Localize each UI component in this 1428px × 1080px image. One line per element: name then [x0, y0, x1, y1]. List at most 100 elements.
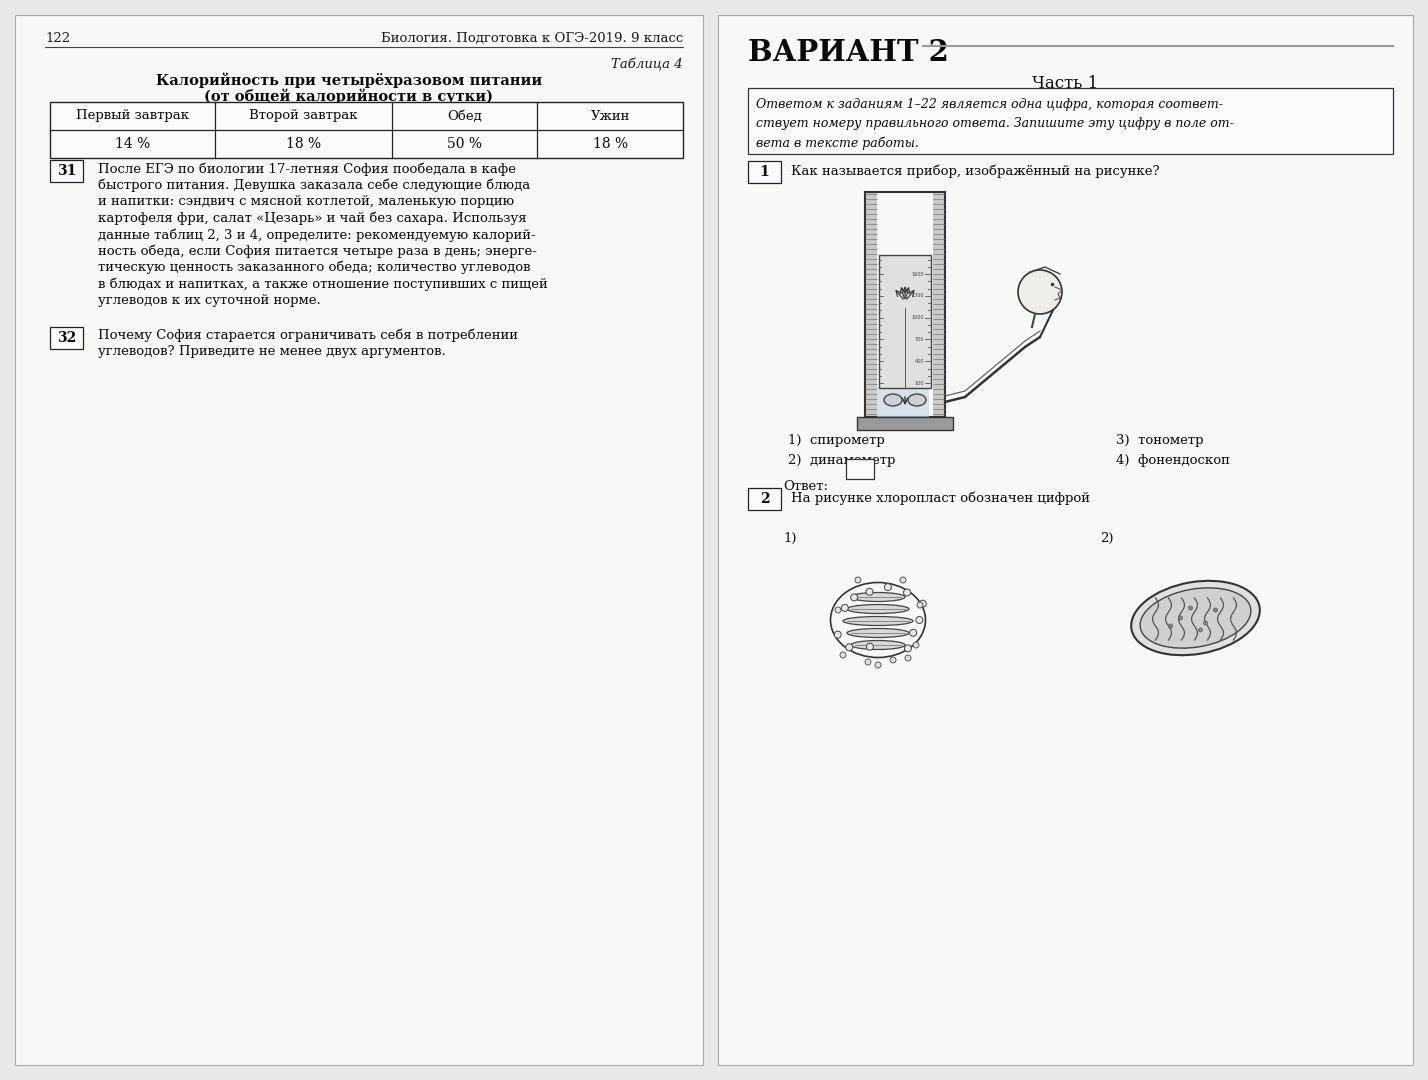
Text: и напитки: сэндвич с мясной котлетой, маленькую порцию: и напитки: сэндвич с мясной котлетой, ма…	[99, 195, 514, 208]
Text: На рисунке хлоропласт обозначен цифрой: На рисунке хлоропласт обозначен цифрой	[791, 491, 1090, 504]
Text: ствует номеру правильного ответа. Запишите эту цифру в поле от-: ствует номеру правильного ответа. Запиши…	[755, 117, 1234, 130]
Circle shape	[915, 617, 922, 623]
Text: Ответ:: Ответ:	[783, 480, 828, 492]
Ellipse shape	[847, 629, 910, 637]
Bar	[748, 161, 781, 183]
Text: 400: 400	[914, 359, 924, 364]
Text: 3)  тонометр: 3) тонометр	[1115, 434, 1202, 447]
Circle shape	[884, 583, 891, 591]
Text: Обед: Обед	[447, 109, 483, 122]
Text: углеводов к их суточной норме.: углеводов к их суточной норме.	[99, 294, 321, 307]
Text: углеводов? Приведите не менее двух аргументов.: углеводов? Приведите не менее двух аргум…	[99, 345, 446, 357]
Text: ность обеда, если София питается четыре раза в день; энерге-: ность обеда, если София питается четыре …	[99, 244, 537, 258]
Circle shape	[904, 645, 911, 652]
Circle shape	[890, 657, 895, 663]
Ellipse shape	[851, 640, 905, 649]
Bar	[857, 417, 952, 430]
Ellipse shape	[884, 394, 902, 406]
Circle shape	[905, 654, 911, 661]
Circle shape	[1204, 621, 1208, 625]
Ellipse shape	[908, 394, 925, 406]
Text: Ужин: Ужин	[591, 109, 630, 122]
Circle shape	[917, 602, 922, 608]
Circle shape	[904, 589, 911, 596]
Bar	[932, 192, 945, 417]
Text: в блюдах и напитках, а также отношение поступивших с пищей: в блюдах и напитках, а также отношение п…	[99, 278, 548, 291]
Text: 14 %: 14 %	[114, 137, 150, 151]
Ellipse shape	[1131, 581, 1259, 656]
Text: 2)  динамометр: 2) динамометр	[788, 454, 895, 467]
Text: 31: 31	[57, 164, 76, 178]
Circle shape	[1188, 606, 1192, 610]
Circle shape	[865, 659, 871, 665]
Circle shape	[865, 589, 873, 595]
Text: (от общей калорийности в сутки): (от общей калорийности в сутки)	[204, 87, 494, 104]
Circle shape	[841, 605, 848, 611]
Ellipse shape	[851, 593, 905, 602]
Text: 4)  фонендоскоп: 4) фонендоскоп	[1115, 454, 1230, 467]
Circle shape	[1168, 624, 1172, 627]
Circle shape	[910, 630, 917, 636]
Bar	[718, 15, 1412, 1065]
Text: 1)  спирометр: 1) спирометр	[788, 434, 885, 447]
Circle shape	[1214, 608, 1218, 612]
Bar	[748, 488, 781, 510]
Text: ВАРИАНТ 2: ВАРИАНТ 2	[748, 38, 948, 67]
Text: Калорийность при четырёхразовом питании: Калорийность при четырёхразовом питании	[156, 72, 543, 87]
Bar	[880, 255, 931, 388]
Bar	[865, 192, 877, 417]
Bar	[877, 387, 930, 417]
Text: 100: 100	[914, 380, 924, 386]
Circle shape	[1018, 270, 1062, 314]
Text: 1300: 1300	[911, 294, 924, 298]
Circle shape	[845, 644, 853, 651]
Circle shape	[900, 577, 905, 583]
Text: Почему София старается ограничивать себя в потреблении: Почему София старается ограничивать себя…	[99, 328, 518, 342]
Text: Второй завтрак: Второй завтрак	[248, 109, 357, 122]
Circle shape	[1178, 616, 1182, 620]
Text: 2): 2)	[1101, 532, 1114, 545]
Ellipse shape	[847, 605, 910, 613]
Text: Как называется прибор, изображённый на рисунке?: Как называется прибор, изображённый на р…	[791, 164, 1160, 178]
Circle shape	[912, 642, 920, 648]
Ellipse shape	[1140, 588, 1251, 648]
Circle shape	[851, 594, 858, 600]
Text: Ответом к заданиям 1–22 является одна цифра, которая соответ-: Ответом к заданиям 1–22 является одна ци…	[755, 98, 1222, 111]
Text: Первый завтрак: Первый завтрак	[76, 109, 188, 122]
Text: вета в тексте работы.: вета в тексте работы.	[755, 136, 918, 149]
Text: 122: 122	[46, 32, 70, 45]
Text: 1: 1	[760, 165, 770, 179]
Bar	[845, 459, 874, 480]
Circle shape	[1198, 627, 1202, 632]
Bar	[50, 326, 83, 349]
Text: 1000: 1000	[911, 315, 924, 320]
Text: 700: 700	[914, 337, 924, 342]
Text: После ЕГЭ по биологии 17-летняя София пообедала в кафе: После ЕГЭ по биологии 17-летняя София по…	[99, 162, 516, 175]
Circle shape	[875, 662, 881, 669]
Circle shape	[920, 600, 927, 607]
Text: Часть 1: Часть 1	[1032, 75, 1098, 92]
Text: 18 %: 18 %	[286, 137, 321, 151]
Text: Таблица 4: Таблица 4	[611, 58, 683, 71]
Circle shape	[834, 631, 841, 638]
Text: быстрого питания. Девушка заказала себе следующие блюда: быстрого питания. Девушка заказала себе …	[99, 178, 530, 192]
Text: 18 %: 18 %	[593, 137, 628, 151]
Ellipse shape	[843, 617, 912, 625]
Text: 1600: 1600	[911, 272, 924, 276]
Circle shape	[835, 607, 841, 613]
Text: 1): 1)	[783, 532, 797, 545]
Text: 32: 32	[57, 330, 76, 345]
Bar	[748, 87, 1392, 154]
Bar	[50, 160, 83, 183]
Text: 2: 2	[760, 492, 770, 507]
Circle shape	[840, 652, 845, 658]
Text: картофеля фри, салат «Цезарь» и чай без сахара. Используя: картофеля фри, салат «Цезарь» и чай без …	[99, 212, 527, 225]
Text: Биология. Подготовка к ОГЭ-2019. 9 класс: Биология. Подготовка к ОГЭ-2019. 9 класс	[381, 32, 683, 45]
Circle shape	[855, 577, 861, 583]
Text: 50 %: 50 %	[447, 137, 483, 151]
Text: тическую ценность заказанного обеда; количество углеводов: тическую ценность заказанного обеда; кол…	[99, 261, 530, 274]
Circle shape	[867, 644, 874, 650]
Bar	[16, 15, 703, 1065]
Bar	[50, 102, 683, 158]
Text: данные таблиц 2, 3 и 4, определите: рекомендуемую калорий-: данные таблиц 2, 3 и 4, определите: реко…	[99, 228, 536, 242]
